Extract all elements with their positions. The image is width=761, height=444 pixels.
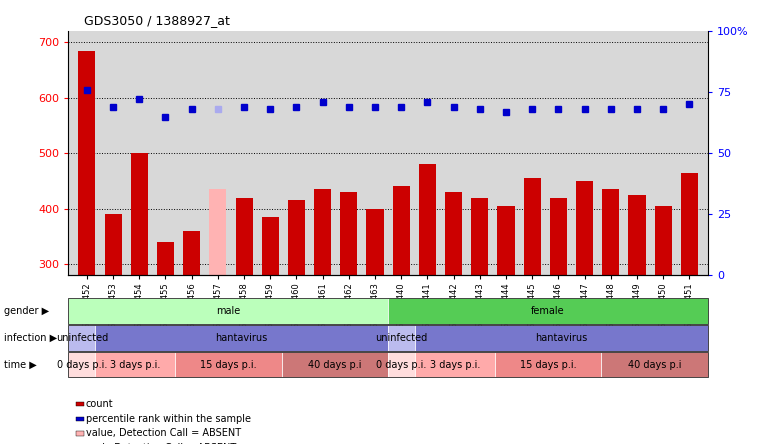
Bar (654, 206, 672, 431)
Bar (629, 195, 645, 431)
Text: 40 days p.i: 40 days p.i (308, 360, 361, 369)
Text: 0 days p.i.: 0 days p.i. (376, 360, 427, 369)
Text: 40 days p.i: 40 days p.i (628, 360, 681, 369)
Text: 3 days p.i.: 3 days p.i. (429, 360, 480, 369)
Text: count: count (86, 399, 113, 409)
Text: 0 days p.i.: 0 days p.i. (56, 360, 107, 369)
Text: time ▶: time ▶ (4, 360, 37, 369)
Bar (340, 192, 358, 431)
Text: hantavirus: hantavirus (535, 333, 587, 343)
Bar (550, 198, 567, 431)
Text: rank, Detection Call = ABSENT: rank, Detection Call = ABSENT (86, 443, 236, 444)
Bar (681, 173, 698, 431)
Bar (314, 189, 331, 431)
Bar (288, 200, 305, 431)
Bar (157, 242, 174, 431)
Text: 15 days p.i.: 15 days p.i. (200, 360, 256, 369)
Text: uninfected: uninfected (375, 333, 428, 343)
Text: gender ▶: gender ▶ (4, 306, 49, 316)
Bar (262, 217, 279, 431)
Bar (419, 164, 436, 431)
Bar (78, 51, 95, 431)
Text: percentile rank within the sample: percentile rank within the sample (86, 414, 250, 424)
Bar (209, 189, 226, 431)
Text: uninfected: uninfected (56, 333, 108, 343)
Bar (131, 153, 148, 431)
Text: GDS3050 / 1388927_at: GDS3050 / 1388927_at (84, 14, 230, 27)
Bar (576, 181, 593, 431)
Text: male: male (216, 306, 240, 316)
Bar (524, 178, 541, 431)
Bar (471, 198, 489, 431)
Bar (602, 189, 619, 431)
Text: infection ▶: infection ▶ (4, 333, 57, 343)
Text: 15 days p.i.: 15 days p.i. (520, 360, 576, 369)
Bar (498, 206, 514, 431)
Bar (104, 214, 122, 431)
Bar (393, 186, 409, 431)
Bar (445, 192, 462, 431)
Text: value, Detection Call = ABSENT: value, Detection Call = ABSENT (86, 428, 240, 438)
Bar (183, 231, 200, 431)
Text: female: female (531, 306, 565, 316)
Bar (367, 209, 384, 431)
Text: 3 days p.i.: 3 days p.i. (110, 360, 161, 369)
Text: hantavirus: hantavirus (215, 333, 268, 343)
Bar (235, 198, 253, 431)
